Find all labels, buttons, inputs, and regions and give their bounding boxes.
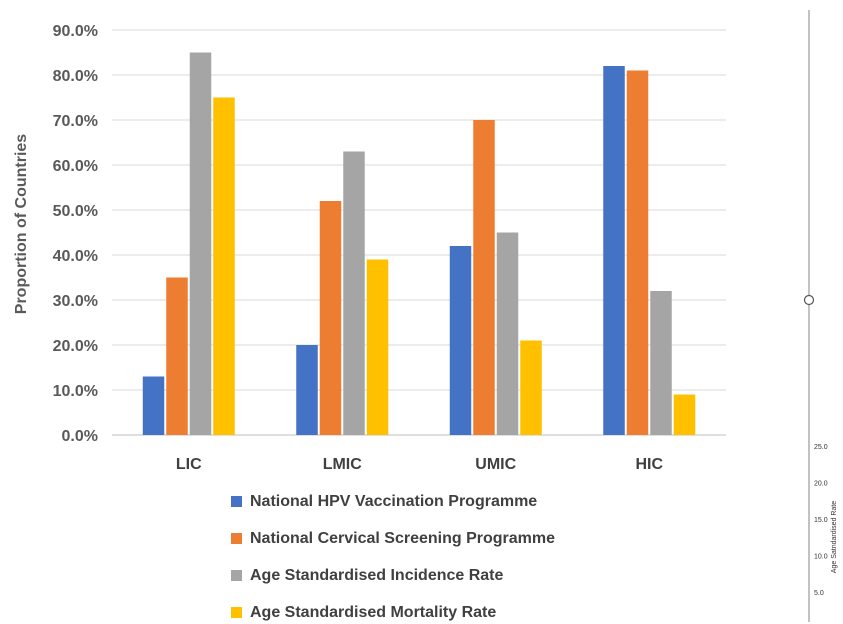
resize-handle[interactable]: [803, 294, 815, 306]
side-tick-label: 25.0: [814, 444, 828, 451]
y-tick-label: 30.0%: [53, 293, 98, 310]
legend-label: Age Standardised Mortality Rate: [250, 604, 496, 621]
side-tick-label: 10.0: [814, 554, 828, 561]
y-tick-label: 40.0%: [53, 248, 98, 265]
bar: [496, 232, 519, 435]
legend-swatch: [231, 496, 242, 507]
legend-label: National HPV Vaccination Programme: [250, 493, 537, 510]
legend-label: National Cervical Screening Programme: [250, 530, 555, 547]
bar: [366, 259, 389, 435]
side-tick-label: 20.0: [814, 481, 828, 488]
bar: [449, 246, 472, 435]
y-axis-ticks: 0.0% 10.0% 20.0% 30.0% 40.0% 50.0% 60.0% 70.0% 8…: [53, 23, 98, 445]
side-tick-label: 15.0: [814, 517, 828, 524]
legend-swatch: [231, 533, 242, 544]
side-axis-ticks: 25.0 20.0 15.0 10.0 5.0: [814, 444, 828, 597]
bar: [319, 201, 342, 435]
y-tick-label: 70.0%: [53, 113, 98, 130]
side-axis-panel: 25.0 20.0 15.0 10.0 5.0 Age Satndardised Rat…: [803, 10, 838, 622]
x-category-label: LIC: [176, 456, 202, 473]
y-tick-label: 60.0%: [53, 158, 98, 175]
bar: [142, 376, 165, 435]
side-axis-label: Age Satndardised Rate: [831, 501, 838, 573]
y-tick-label: 50.0%: [53, 203, 98, 220]
y-axis-label: Proportion of Countries: [13, 134, 30, 315]
bar: [603, 66, 625, 435]
x-category-label: UMIC: [475, 456, 516, 473]
bar: [213, 97, 235, 435]
bar: [166, 277, 188, 435]
bar: [520, 340, 542, 435]
bar: [189, 52, 212, 435]
y-tick-label: 90.0%: [53, 23, 98, 40]
x-axis-categories: LIC LMIC UMIC HIC: [176, 456, 664, 473]
legend-swatch: [231, 607, 242, 618]
y-tick-label: 20.0%: [53, 338, 98, 355]
x-category-label: LMIC: [323, 456, 363, 473]
bar: [626, 70, 649, 435]
legend: National HPV Vaccination Programme Nation…: [231, 493, 555, 621]
bar: [673, 394, 696, 435]
bar: [650, 291, 672, 435]
legend-label: Age Standardised Incidence Rate: [250, 567, 504, 584]
x-category-label: HIC: [635, 456, 663, 473]
side-tick-label: 5.0: [814, 590, 824, 597]
bar: [296, 345, 318, 435]
bars: [142, 52, 696, 435]
bar: [343, 151, 365, 435]
bar: [473, 120, 495, 435]
y-tick-label: 10.0%: [53, 383, 98, 400]
legend-swatch: [231, 570, 242, 581]
y-tick-label: 80.0%: [53, 68, 98, 85]
y-tick-label: 0.0%: [62, 428, 98, 445]
